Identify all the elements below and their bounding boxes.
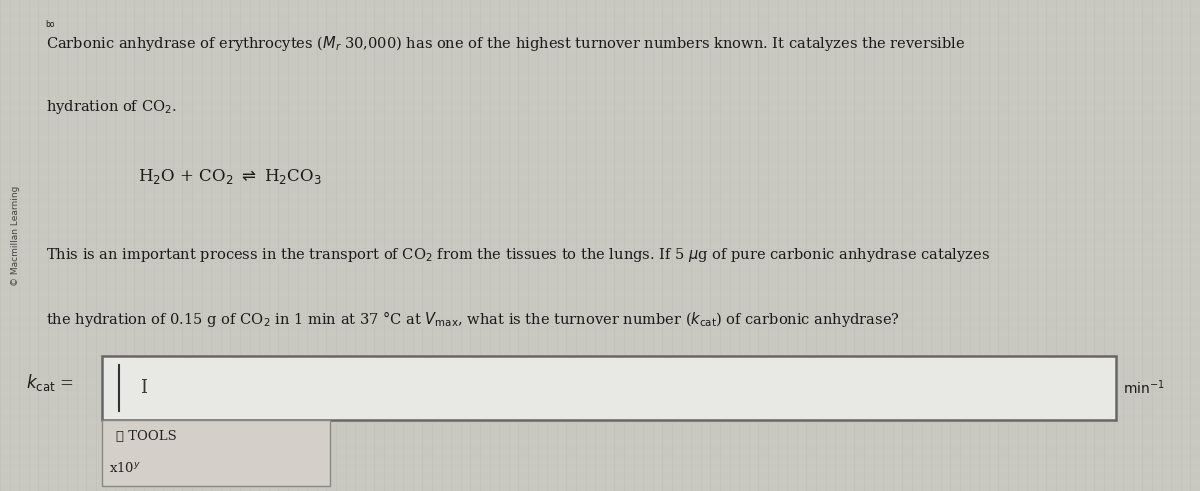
Text: H$_2$O + CO$_2$ $\rightleftharpoons$ H$_2$CO$_3$: H$_2$O + CO$_2$ $\rightleftharpoons$ H$_… [138, 167, 322, 186]
Text: Carbonic anhydrase of erythrocytes ($M_r$ 30,000) has one of the highest turnove: Carbonic anhydrase of erythrocytes ($M_r… [46, 34, 965, 54]
Text: bo: bo [46, 21, 55, 29]
Text: $k_{\mathrm{cat}}$ =: $k_{\mathrm{cat}}$ = [26, 373, 74, 393]
Text: ✓ TOOLS: ✓ TOOLS [116, 430, 178, 443]
FancyBboxPatch shape [102, 356, 1116, 420]
Text: min$^{-1}$: min$^{-1}$ [1123, 379, 1165, 397]
Text: © Macmillan Learning: © Macmillan Learning [11, 186, 20, 286]
Text: This is an important process in the transport of CO$_2$ from the tissues to the : This is an important process in the tran… [46, 246, 990, 264]
Text: I: I [140, 379, 148, 397]
FancyBboxPatch shape [102, 420, 330, 486]
Text: x10$^y$: x10$^y$ [109, 461, 142, 474]
Text: the hydration of 0.15 g of CO$_2$ in 1 min at 37 $\degree$C at $V_{\mathrm{max}}: the hydration of 0.15 g of CO$_2$ in 1 m… [46, 309, 900, 329]
Text: hydration of CO$_2$.: hydration of CO$_2$. [46, 98, 176, 116]
